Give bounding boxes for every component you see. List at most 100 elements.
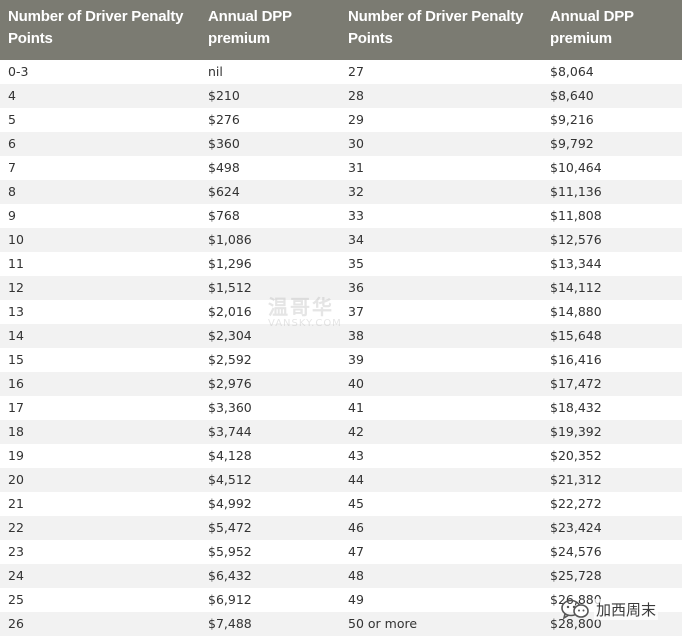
table-row: 15 $2,592 39 $16,416 bbox=[0, 348, 682, 372]
penalty-points-cell: 49 bbox=[348, 592, 364, 607]
annual-premium-cell: $7,488 bbox=[208, 616, 252, 631]
annual-premium-cell: $11,808 bbox=[550, 208, 602, 223]
penalty-points-cell: 32 bbox=[348, 184, 364, 199]
penalty-points-cell: 26 bbox=[8, 616, 24, 631]
annual-premium-cell: $20,352 bbox=[550, 448, 602, 463]
table-row: 5 $276 29 $9,216 bbox=[0, 108, 682, 132]
annual-premium-cell: $22,272 bbox=[550, 496, 602, 511]
header-annual-premium-1: Annual DPP premium bbox=[208, 8, 292, 47]
table-row: 10 $1,086 34 $12,576 bbox=[0, 228, 682, 252]
table-row: 21 $4,992 45 $22,272 bbox=[0, 492, 682, 516]
penalty-points-cell: 15 bbox=[8, 352, 24, 367]
annual-premium-cell: $4,992 bbox=[208, 496, 252, 511]
table-row: 18 $3,744 42 $19,392 bbox=[0, 420, 682, 444]
table-row: 22 $5,472 46 $23,424 bbox=[0, 516, 682, 540]
table-row: 17 $3,360 41 $18,432 bbox=[0, 396, 682, 420]
penalty-points-cell: 48 bbox=[348, 568, 364, 583]
penalty-points-cell: 13 bbox=[8, 304, 24, 319]
annual-premium-cell: $24,576 bbox=[550, 544, 602, 559]
penalty-points-cell: 18 bbox=[8, 424, 24, 439]
annual-premium-cell: $13,344 bbox=[550, 256, 602, 271]
annual-premium-cell: $2,976 bbox=[208, 376, 252, 391]
penalty-points-cell: 34 bbox=[348, 232, 364, 247]
table-body: 0-3 nil 27 $8,064 4 $210 28 $8,640 5 $276 29 $9,216… bbox=[0, 60, 682, 636]
annual-premium-cell: $498 bbox=[208, 160, 240, 175]
annual-premium-cell: $21,312 bbox=[550, 472, 602, 487]
penalty-points-cell: 17 bbox=[8, 400, 24, 415]
penalty-points-cell: 10 bbox=[8, 232, 24, 247]
annual-premium-cell: $10,464 bbox=[550, 160, 602, 175]
annual-premium-cell: $8,640 bbox=[550, 88, 594, 103]
penalty-points-cell: 31 bbox=[348, 160, 364, 175]
table-row: 7 $498 31 $10,464 bbox=[0, 156, 682, 180]
annual-premium-cell: $14,112 bbox=[550, 280, 602, 295]
annual-premium-cell: $5,952 bbox=[208, 544, 252, 559]
annual-premium-cell: $3,360 bbox=[208, 400, 252, 415]
penalty-points-cell: 22 bbox=[8, 520, 24, 535]
annual-premium-cell: $26,880 bbox=[550, 592, 602, 607]
annual-premium-cell: $9,792 bbox=[550, 136, 594, 151]
penalty-points-cell: 19 bbox=[8, 448, 24, 463]
annual-premium-cell: $5,472 bbox=[208, 520, 252, 535]
annual-premium-cell: $1,512 bbox=[208, 280, 252, 295]
table-row: 19 $4,128 43 $20,352 bbox=[0, 444, 682, 468]
annual-premium-cell: $1,086 bbox=[208, 232, 252, 247]
penalty-points-cell: 50 or more bbox=[348, 616, 418, 631]
penalty-points-cell: 0-3 bbox=[8, 64, 29, 79]
penalty-points-cell: 46 bbox=[348, 520, 364, 535]
table-row: 16 $2,976 40 $17,472 bbox=[0, 372, 682, 396]
annual-premium-cell: $2,592 bbox=[208, 352, 252, 367]
penalty-points-cell: 43 bbox=[348, 448, 364, 463]
annual-premium-cell: $4,512 bbox=[208, 472, 252, 487]
annual-premium-cell: $16,416 bbox=[550, 352, 602, 367]
penalty-points-cell: 47 bbox=[348, 544, 364, 559]
header-penalty-points-1: Number of Driver Penalty Points bbox=[8, 8, 184, 47]
annual-premium-cell: $11,136 bbox=[550, 184, 602, 199]
penalty-points-cell: 8 bbox=[8, 184, 16, 199]
annual-premium-cell: $12,576 bbox=[550, 232, 602, 247]
penalty-points-cell: 37 bbox=[348, 304, 364, 319]
table-row: 14 $2,304 38 $15,648 bbox=[0, 324, 682, 348]
penalty-points-cell: 40 bbox=[348, 376, 364, 391]
annual-premium-cell: $17,472 bbox=[550, 376, 602, 391]
annual-premium-cell: $28,800 bbox=[550, 616, 602, 631]
penalty-points-cell: 4 bbox=[8, 88, 16, 103]
penalty-points-cell: 39 bbox=[348, 352, 364, 367]
table-row: 4 $210 28 $8,640 bbox=[0, 84, 682, 108]
annual-premium-cell: $6,432 bbox=[208, 568, 252, 583]
annual-premium-cell: $18,432 bbox=[550, 400, 602, 415]
annual-premium-cell: $6,912 bbox=[208, 592, 252, 607]
table-row: 8 $624 32 $11,136 bbox=[0, 180, 682, 204]
penalty-points-cell: 16 bbox=[8, 376, 24, 391]
penalty-points-cell: 29 bbox=[348, 112, 364, 127]
table-row: 11 $1,296 35 $13,344 bbox=[0, 252, 682, 276]
penalty-points-cell: 7 bbox=[8, 160, 16, 175]
annual-premium-cell: $23,424 bbox=[550, 520, 602, 535]
penalty-points-cell: 24 bbox=[8, 568, 24, 583]
penalty-points-cell: 12 bbox=[8, 280, 24, 295]
annual-premium-cell: $2,016 bbox=[208, 304, 252, 319]
annual-premium-cell: $1,296 bbox=[208, 256, 252, 271]
penalty-points-cell: 23 bbox=[8, 544, 24, 559]
annual-premium-cell: $2,304 bbox=[208, 328, 252, 343]
annual-premium-cell: $14,880 bbox=[550, 304, 602, 319]
annual-premium-cell: $9,216 bbox=[550, 112, 594, 127]
annual-premium-cell: $210 bbox=[208, 88, 240, 103]
penalty-points-cell: 20 bbox=[8, 472, 24, 487]
penalty-points-cell: 41 bbox=[348, 400, 364, 415]
penalty-points-cell: 35 bbox=[348, 256, 364, 271]
penalty-points-cell: 36 bbox=[348, 280, 364, 295]
table-row: 9 $768 33 $11,808 bbox=[0, 204, 682, 228]
annual-premium-cell: $360 bbox=[208, 136, 240, 151]
annual-premium-cell: $3,744 bbox=[208, 424, 252, 439]
table-row: 0-3 nil 27 $8,064 bbox=[0, 60, 682, 84]
annual-premium-cell: $15,648 bbox=[550, 328, 602, 343]
penalty-points-cell: 25 bbox=[8, 592, 24, 607]
annual-premium-cell: $276 bbox=[208, 112, 240, 127]
header-penalty-points-2: Number of Driver Penalty Points bbox=[348, 8, 524, 47]
table-row: 25 $6,912 49 $26,880 bbox=[0, 588, 682, 612]
penalty-points-cell: 33 bbox=[348, 208, 364, 223]
annual-premium-cell: $8,064 bbox=[550, 64, 594, 79]
penalty-points-cell: 44 bbox=[348, 472, 364, 487]
